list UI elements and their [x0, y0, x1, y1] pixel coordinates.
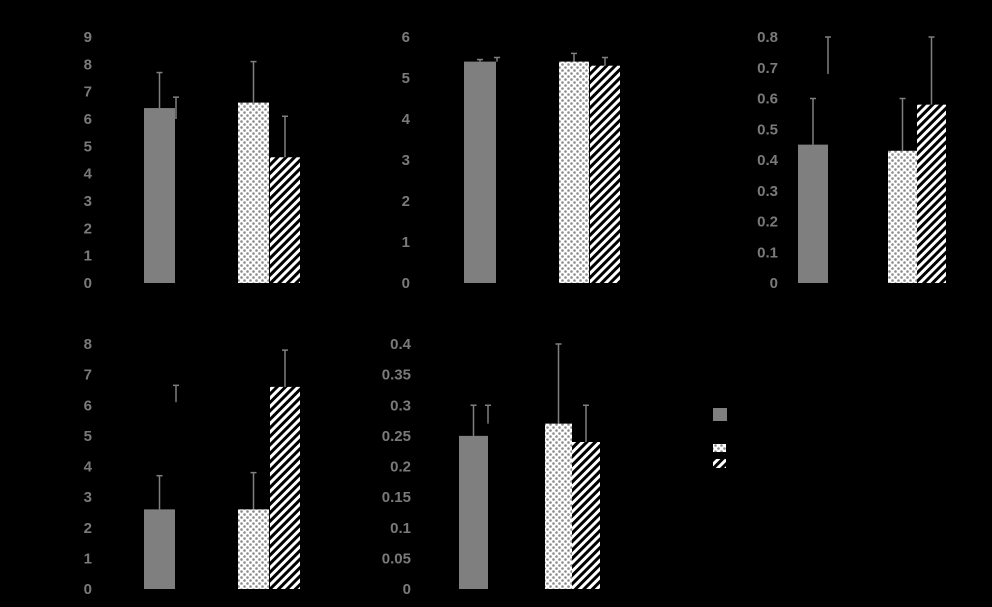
y-tick-label: 3 — [84, 489, 92, 506]
y-tick-label: 5 — [402, 70, 410, 87]
legend — [713, 408, 727, 468]
bar-dotted — [545, 423, 572, 589]
y-tick-label: 0.2 — [390, 459, 411, 476]
y-tick-label: 5 — [84, 428, 92, 445]
y-tick-label: 0.4 — [390, 336, 412, 353]
y-tick-label: 4 — [84, 166, 93, 183]
y-tick-label: 8 — [84, 56, 92, 73]
y-tick-label: 0.25 — [382, 428, 411, 445]
bar-solid — [459, 435, 488, 589]
y-tick-label: 0.35 — [382, 367, 411, 384]
y-tick-label: 0.3 — [390, 397, 411, 414]
y-tick-label: 4 — [84, 459, 93, 476]
y-tick-label: 6 — [84, 111, 92, 128]
y-tick-label: 0 — [403, 581, 411, 598]
y-tick-label: 1 — [402, 234, 410, 251]
bar-hatched — [270, 157, 300, 283]
error-bar — [583, 404, 589, 442]
error-bar — [928, 36, 935, 105]
y-tick-label: 0 — [770, 275, 778, 292]
y-tick-label: 6 — [84, 397, 92, 414]
bar-hatched — [917, 104, 946, 284]
chart-panel-2: 0 1 2 3 4 5 6 — [402, 29, 620, 292]
bar-dotted — [888, 150, 917, 283]
y-tick-label: 0 — [84, 275, 92, 292]
y-tick-label: 0.4 — [757, 152, 779, 169]
y-tick-label: 7 — [84, 367, 92, 384]
y-tick-label: 0 — [402, 275, 410, 292]
chart-panel-1: 0 1 2 3 4 5 6 7 8 9 — [84, 29, 300, 292]
error-bar — [250, 471, 257, 510]
error-bar — [485, 404, 491, 424]
y-tick-label: 0.1 — [757, 244, 778, 261]
error-bar — [825, 36, 831, 74]
y-tick-label: 0.3 — [757, 183, 778, 200]
y-tick-label: 4 — [402, 111, 411, 128]
panels: 0123456789012345600.10.20.30.40.50.60.70… — [84, 29, 946, 598]
bar-dotted — [559, 61, 589, 283]
y-tick-label: 8 — [84, 336, 92, 353]
error-bar — [494, 56, 500, 62]
y-tick-label: 0.5 — [757, 121, 778, 138]
chart-panel-4: 0 1 2 3 4 5 6 7 8 — [84, 336, 300, 598]
chart-panel-5: 0 0.05 0.1 0.15 0.2 0.25 0.3 0.35 0.4 — [382, 336, 600, 598]
y-tick-label: 0.2 — [757, 214, 778, 231]
y-tick-label: 0 — [84, 581, 92, 598]
error-bar — [477, 58, 483, 62]
bar-solid — [798, 144, 828, 283]
y-tick-label: 3 — [84, 193, 92, 210]
y-tick-label: 2 — [84, 220, 92, 237]
bar-dotted — [238, 509, 269, 589]
bar-solid — [144, 108, 175, 283]
bar-solid — [144, 509, 175, 589]
error-bar — [810, 97, 816, 145]
legend-swatch-hatched — [713, 459, 726, 468]
error-bar — [899, 97, 906, 151]
error-bar — [156, 474, 163, 510]
error-bar — [250, 60, 257, 103]
legend-swatch-solid — [713, 408, 727, 421]
error-bar — [173, 384, 179, 403]
bar-dotted — [238, 102, 269, 283]
y-tick-label: 7 — [84, 84, 92, 101]
y-tick-label: 3 — [402, 152, 410, 169]
y-tick-label: 6 — [402, 29, 410, 46]
y-tick-label: 9 — [84, 29, 92, 46]
y-tick-label: 1 — [84, 248, 92, 265]
legend-swatch-dotted — [713, 444, 726, 452]
bar-hatched — [572, 442, 600, 589]
bar-hatched — [270, 386, 300, 589]
bar-hatched — [590, 65, 620, 283]
error-bar — [173, 96, 179, 119]
y-tick-label: 5 — [84, 138, 92, 155]
bar-solid — [464, 61, 496, 283]
error-bar — [470, 404, 477, 436]
y-tick-label: 0.6 — [757, 91, 778, 108]
error-bar — [282, 115, 288, 158]
y-tick-label: 2 — [84, 520, 92, 537]
error-bar — [555, 343, 562, 424]
y-tick-label: 2 — [402, 193, 410, 210]
y-tick-label: 0.05 — [382, 550, 411, 567]
chart-panel-3: 0 0.1 0.2 0.3 0.4 0.5 0.6 0.7 0.8 — [757, 29, 946, 292]
y-tick-label: 1 — [84, 550, 92, 567]
y-tick-label: 0.15 — [382, 489, 411, 506]
error-bar — [571, 52, 577, 62]
y-tick-label: 0.8 — [757, 29, 778, 46]
y-tick-label: 0.7 — [757, 60, 778, 77]
error-bar — [156, 71, 163, 109]
y-tick-label: 0.1 — [390, 520, 411, 537]
error-bar — [602, 56, 608, 66]
error-bar — [282, 349, 288, 387]
